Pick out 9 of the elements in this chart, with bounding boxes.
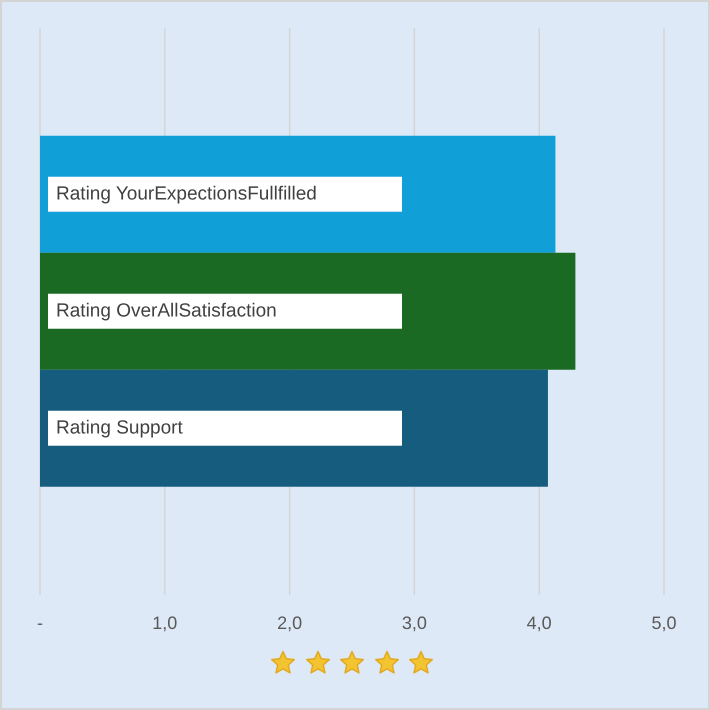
x-tick-label: 4,0 <box>526 612 552 633</box>
x-tick-label: - <box>37 612 43 633</box>
series-label: Rating OverAllSatisfaction <box>56 300 277 322</box>
x-tick-label: 1,0 <box>152 612 178 633</box>
x-tick-label: 2,0 <box>277 612 302 633</box>
series-label: Rating Support <box>56 418 184 439</box>
x-tick-label: 5,0 <box>651 612 677 633</box>
series-label: Rating YourExpectionsFullfilled <box>56 184 317 205</box>
x-tick-label: 3,0 <box>402 612 427 633</box>
